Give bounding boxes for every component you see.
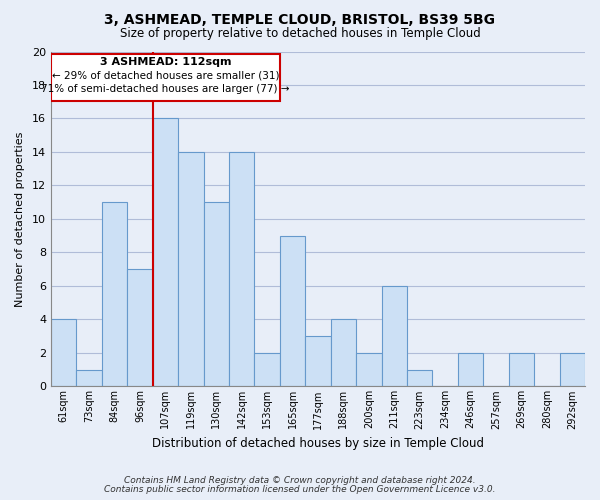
Bar — [102, 202, 127, 386]
Text: 3 ASHMEAD: 112sqm: 3 ASHMEAD: 112sqm — [100, 58, 231, 68]
X-axis label: Distribution of detached houses by size in Temple Cloud: Distribution of detached houses by size … — [152, 437, 484, 450]
Bar — [331, 320, 356, 386]
Bar — [280, 236, 305, 386]
Bar — [382, 286, 407, 386]
Bar — [560, 353, 585, 386]
FancyBboxPatch shape — [51, 54, 280, 101]
Text: 71% of semi-detached houses are larger (77) →: 71% of semi-detached houses are larger (… — [41, 84, 290, 94]
Bar — [229, 152, 254, 386]
Bar — [305, 336, 331, 386]
Text: Contains public sector information licensed under the Open Government Licence v3: Contains public sector information licen… — [104, 484, 496, 494]
Bar — [254, 353, 280, 386]
Bar — [178, 152, 203, 386]
Text: ← 29% of detached houses are smaller (31): ← 29% of detached houses are smaller (31… — [52, 71, 279, 81]
Bar — [458, 353, 483, 386]
Bar — [51, 320, 76, 386]
Bar — [203, 202, 229, 386]
Text: Size of property relative to detached houses in Temple Cloud: Size of property relative to detached ho… — [119, 28, 481, 40]
Bar — [407, 370, 433, 386]
Bar — [127, 269, 152, 386]
Bar — [509, 353, 534, 386]
Text: Contains HM Land Registry data © Crown copyright and database right 2024.: Contains HM Land Registry data © Crown c… — [124, 476, 476, 485]
Y-axis label: Number of detached properties: Number of detached properties — [15, 132, 25, 306]
Bar — [76, 370, 102, 386]
Bar — [356, 353, 382, 386]
Text: 3, ASHMEAD, TEMPLE CLOUD, BRISTOL, BS39 5BG: 3, ASHMEAD, TEMPLE CLOUD, BRISTOL, BS39 … — [104, 12, 496, 26]
Bar — [152, 118, 178, 386]
